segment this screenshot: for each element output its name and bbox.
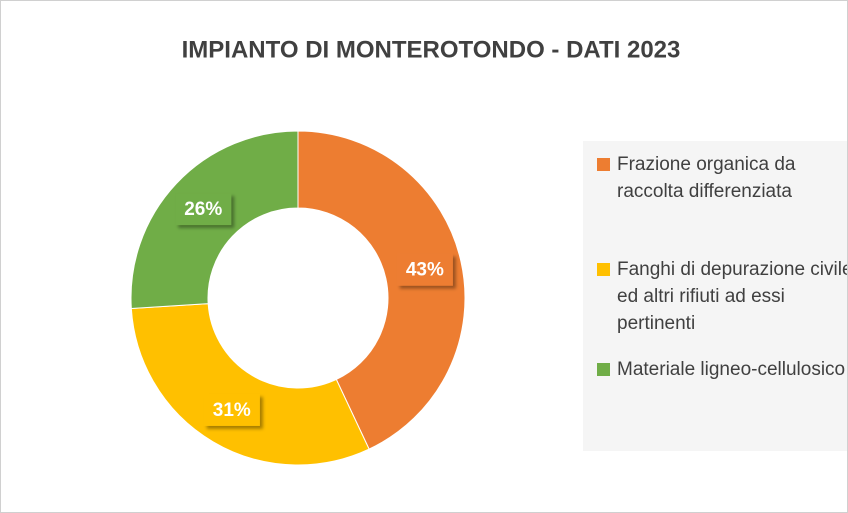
donut-slice: [130, 303, 370, 466]
legend-label: Frazione organica da raccolta differenzi…: [617, 154, 796, 202]
legend-item: Fanghi di depurazione civile ed altri ri…: [597, 256, 848, 337]
legend-item: Materiale ligneo-cellulosico: [597, 356, 847, 383]
legend-swatch: [597, 158, 610, 171]
chart-title: IMPIANTO DI MONTEROTONDO - DATI 2023: [182, 36, 681, 63]
legend-swatch: [597, 363, 610, 376]
data-label-box: [175, 193, 232, 226]
legend-label: Materiale ligneo-cellulosico: [617, 359, 846, 380]
legend: Frazione organica da raccolta differenzi…: [583, 141, 847, 451]
data-label: 31%: [213, 400, 251, 421]
data-label: 43%: [406, 260, 444, 281]
data-label-box: [396, 253, 453, 286]
legend-item: Frazione organica da raccolta differenzi…: [597, 151, 847, 205]
data-label-box: [203, 393, 260, 426]
legend-swatch: [597, 263, 610, 276]
data-label: 26%: [184, 199, 222, 220]
legend-label: Fanghi di depurazione civile ed altri ri…: [617, 259, 848, 334]
donut-slice: [297, 130, 466, 450]
